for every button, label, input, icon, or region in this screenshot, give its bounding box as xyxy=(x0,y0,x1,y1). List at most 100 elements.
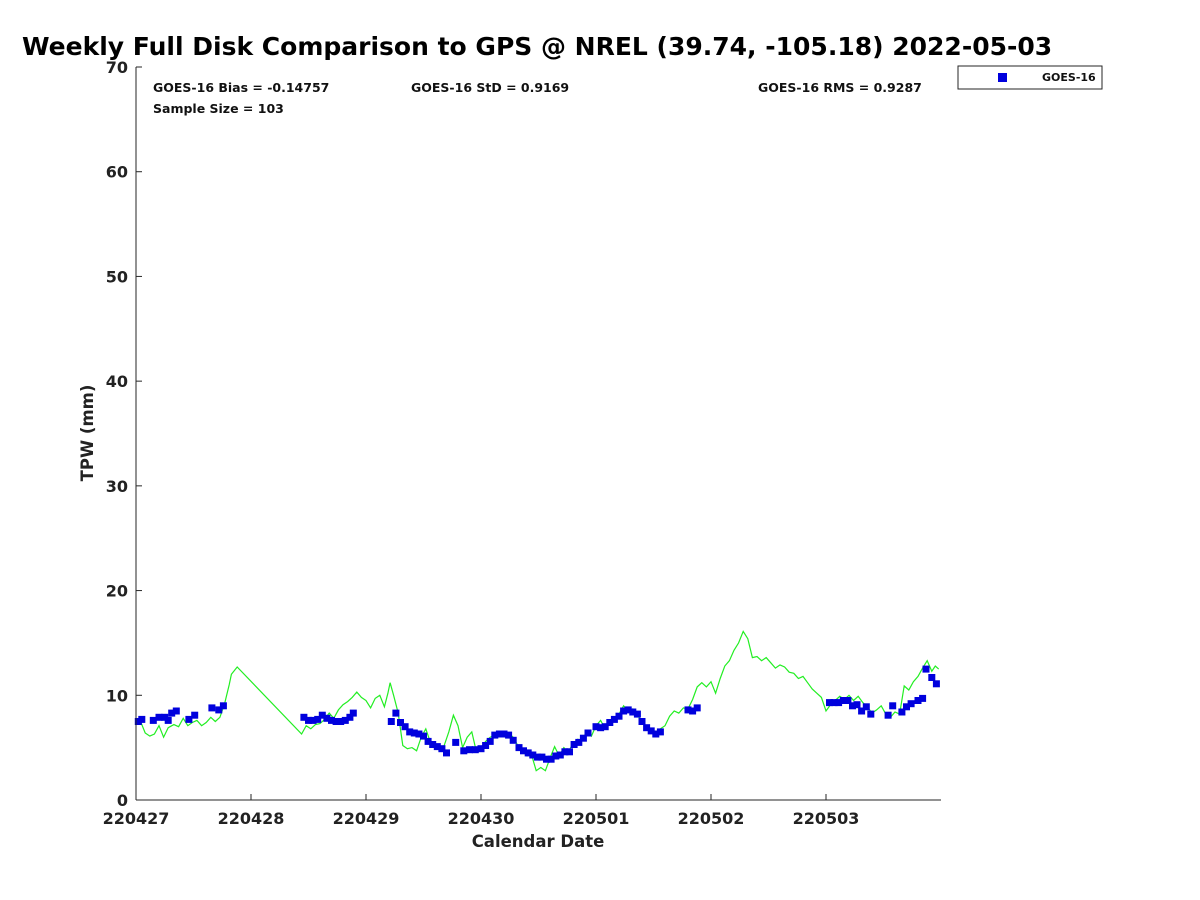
goes16-data-point xyxy=(928,674,936,681)
y-tick-label: 30 xyxy=(106,477,128,496)
goes16-data-point xyxy=(529,751,537,759)
y-tick-label: 20 xyxy=(106,582,128,601)
goes16-data-point xyxy=(155,713,163,721)
goes16-data-point xyxy=(919,694,927,702)
goes16-data-point xyxy=(486,737,494,745)
goes16-data-point xyxy=(830,699,838,707)
goes16-data-point xyxy=(643,724,651,732)
goes16-data-point xyxy=(862,703,870,711)
goes16-data-point xyxy=(903,703,910,711)
goes16-data-point xyxy=(495,730,503,738)
x-tick-label: 220501 xyxy=(563,809,630,828)
plot-area xyxy=(136,67,941,800)
goes16-data-point xyxy=(164,716,172,724)
goes16-data-point xyxy=(620,707,628,715)
y-tick-label: 60 xyxy=(106,163,128,182)
goes16-data-point xyxy=(844,697,852,704)
goes16-data-point xyxy=(914,697,922,704)
goes16-data-point xyxy=(443,749,450,757)
goes16-data-point xyxy=(543,755,550,763)
x-tick-label: 220427 xyxy=(103,809,170,828)
goes16-data-point xyxy=(397,719,404,726)
x-tick-label: 220430 xyxy=(448,809,515,828)
goes16-data-point xyxy=(452,738,460,746)
legend-label: GOES-16 xyxy=(1042,71,1096,84)
goes16-data-point xyxy=(579,734,587,742)
goes16-data-point xyxy=(215,706,223,714)
y-tick-label: 0 xyxy=(117,791,128,810)
goes16-data-point xyxy=(561,748,569,756)
goes16-data-point xyxy=(349,709,357,717)
goes16-data-point xyxy=(524,749,532,757)
goes16-data-point xyxy=(466,746,473,754)
goes16-data-point xyxy=(185,715,193,723)
goes16-data-point xyxy=(477,745,485,753)
goes16-data-point xyxy=(401,723,409,731)
legend-marker xyxy=(998,73,1007,82)
goes16-data-point xyxy=(172,707,180,715)
legend-box xyxy=(957,65,1103,90)
goes16-data-point xyxy=(606,719,614,726)
x-ticks: 220427 220428 220429 220430 220501 220502 2205… xyxy=(103,794,860,828)
goes16-data-point xyxy=(305,716,312,724)
goes16-data-point xyxy=(505,731,513,739)
y-tick-label: 10 xyxy=(106,686,128,705)
goes16-data-point xyxy=(835,699,843,707)
goes16-data-point xyxy=(601,723,609,731)
goes16-data-point xyxy=(867,710,875,718)
goes16-data-point xyxy=(932,680,940,688)
goes16-data-point xyxy=(538,753,546,761)
y-tick-label: 40 xyxy=(106,372,128,391)
goes16-data-point xyxy=(575,738,583,746)
goes16-data-point xyxy=(208,704,216,712)
goes16-data-point xyxy=(515,744,523,752)
goes16-data-point xyxy=(566,748,573,756)
goes16-data-point xyxy=(415,730,423,738)
goes16-data-point xyxy=(826,699,833,707)
goes16-data-point xyxy=(556,751,564,759)
goes16-data-point xyxy=(491,731,499,739)
goes16-data-point xyxy=(520,747,527,755)
goes16-data-point xyxy=(191,711,199,719)
goes16-data-point xyxy=(314,715,322,723)
goes16-data-point xyxy=(337,718,345,725)
goes16-data-point xyxy=(693,704,701,712)
goes16-data-point xyxy=(429,741,437,748)
goes16-data-point xyxy=(889,702,897,710)
goes16-data-point xyxy=(323,714,331,722)
goes16-data-point xyxy=(633,710,641,718)
goes16-data-point xyxy=(547,755,555,763)
bias-stat: GOES-16 Bias = -0.14757 xyxy=(153,80,329,95)
goes16-data-point xyxy=(638,718,646,725)
goes16-data-point xyxy=(610,715,618,723)
goes16-data-point xyxy=(858,707,866,715)
goes16-data-point xyxy=(647,727,655,735)
goes16-data-point xyxy=(387,718,395,725)
sample-size-stat: Sample Size = 103 xyxy=(153,101,284,116)
y-ticks: 0 10 20 30 40 50 60 70 xyxy=(106,58,142,810)
goes16-data-point xyxy=(219,702,227,710)
goes16-data-point xyxy=(406,728,414,736)
goes16-data-point xyxy=(438,745,446,753)
goes16-data-point xyxy=(629,708,637,716)
goes16-data-point xyxy=(500,730,508,738)
goes16-data-point xyxy=(332,718,340,725)
std-stat: GOES-16 StD = 0.9169 xyxy=(411,80,569,95)
goes16-data-point xyxy=(420,732,427,740)
goes16-data-point xyxy=(149,716,157,724)
goes16-data-point xyxy=(898,708,906,716)
y-axis-label: TPW (mm) xyxy=(78,385,97,482)
goes16-data-point xyxy=(839,697,847,704)
x-tick-label: 220428 xyxy=(218,809,285,828)
x-tick-label: 220503 xyxy=(793,809,860,828)
goes16-data-point xyxy=(410,729,418,737)
goes16-data-point xyxy=(849,702,856,710)
goes16-data-point xyxy=(328,716,335,724)
goes16-data-point xyxy=(624,706,632,714)
goes16-data-point xyxy=(884,711,892,719)
goes16-data-point xyxy=(471,746,479,754)
goes16-data-point xyxy=(341,716,349,724)
goes16-data-point xyxy=(597,724,605,732)
goes16-data-point xyxy=(309,716,317,724)
goes16-data-point xyxy=(424,737,432,745)
